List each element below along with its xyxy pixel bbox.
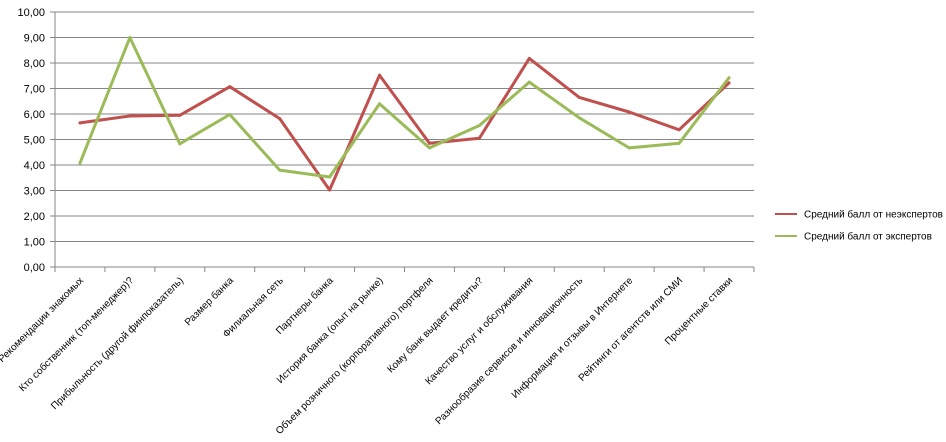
y-tick-label: 5,00 xyxy=(24,135,45,147)
y-tick-label: 0,00 xyxy=(24,262,45,274)
data-point xyxy=(727,76,731,80)
data-point xyxy=(328,175,332,179)
y-tick-label: 7,00 xyxy=(24,84,45,96)
axes xyxy=(50,11,755,272)
y-tick-label: 10,00 xyxy=(17,7,45,19)
data-point xyxy=(178,142,182,146)
x-tick-label: Размер банка xyxy=(182,274,236,328)
x-tick-label: Рейтинги от агентств или СМИ xyxy=(577,275,685,383)
x-tick-label: Рекомендации знакомых xyxy=(0,275,86,365)
data-point xyxy=(278,168,282,172)
data-point xyxy=(378,102,382,106)
x-tick-label: История банка (опыт на рынке) xyxy=(274,275,385,386)
y-tick-label: 2,00 xyxy=(24,211,45,223)
data-point xyxy=(677,128,681,132)
data-point xyxy=(128,114,132,118)
data-point xyxy=(228,85,232,89)
data-point xyxy=(627,110,631,114)
data-point xyxy=(427,146,431,150)
data-point xyxy=(577,95,581,99)
data-point xyxy=(378,73,382,77)
legend-label: Средний балл от неэкспертов xyxy=(804,209,943,221)
data-point xyxy=(477,136,481,140)
series-line-1 xyxy=(78,56,731,192)
legend: Средний балл от неэкспертов Средний балл … xyxy=(775,209,943,243)
data-point xyxy=(477,123,481,127)
data-point xyxy=(627,146,631,150)
data-point xyxy=(727,81,731,85)
data-point xyxy=(577,116,581,120)
y-tick-label: 6,00 xyxy=(24,109,45,121)
series-line-2 xyxy=(78,36,731,179)
data-point xyxy=(328,188,332,192)
data-point xyxy=(78,161,82,165)
data-point xyxy=(427,141,431,145)
y-tick-labels: 0,00 1,00 2,00 3,00 4,00 5,00 6,00 7,00 8,00 9,00… xyxy=(17,7,45,274)
legend-label: Средний балл от экспертов xyxy=(804,231,932,243)
series-lines xyxy=(78,36,731,192)
y-tick-label: 4,00 xyxy=(24,160,45,172)
data-point xyxy=(178,113,182,117)
gridlines xyxy=(55,11,754,268)
data-point xyxy=(78,121,82,125)
data-point xyxy=(228,113,232,117)
y-tick-label: 3,00 xyxy=(24,186,45,198)
data-point xyxy=(128,36,132,39)
data-point xyxy=(527,80,531,84)
x-tick-label: Качество услуг и обслуживания xyxy=(423,275,536,388)
data-point xyxy=(278,117,282,121)
y-tick-label: 9,00 xyxy=(24,33,45,45)
x-tick-label: Кому банк выдает кредиты? xyxy=(385,274,486,375)
data-point xyxy=(677,141,681,145)
data-point xyxy=(527,56,531,60)
y-tick-label: 8,00 xyxy=(24,58,45,70)
y-tick-label: 1,00 xyxy=(24,237,45,249)
